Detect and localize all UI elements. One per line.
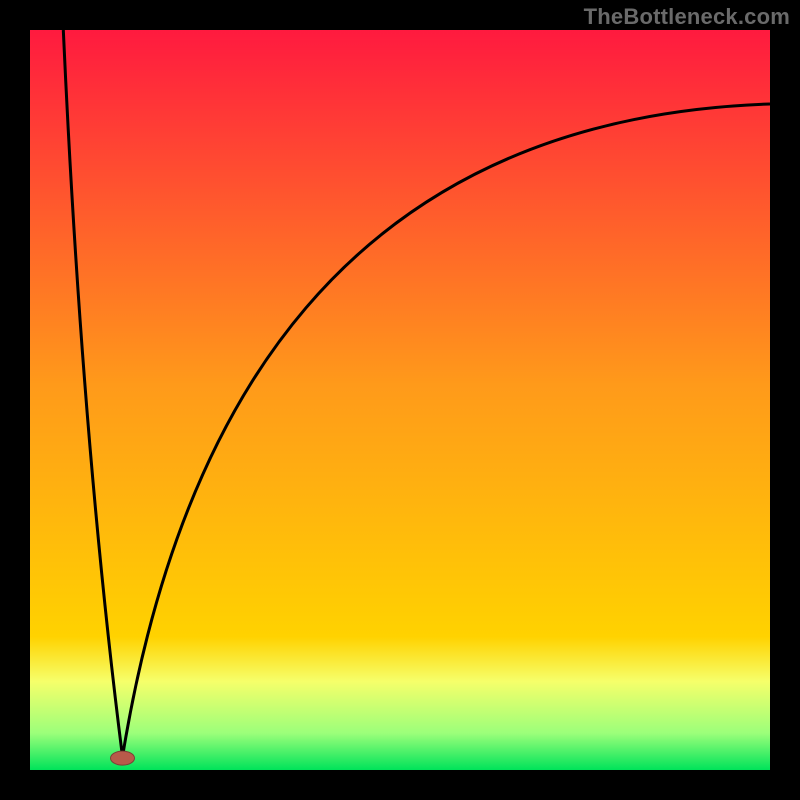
optimal-point-marker: [111, 751, 135, 765]
chart-stage: TheBottleneck.com: [0, 0, 800, 800]
bottleneck-chart-svg: [0, 0, 800, 800]
watermark-text: TheBottleneck.com: [584, 4, 790, 30]
